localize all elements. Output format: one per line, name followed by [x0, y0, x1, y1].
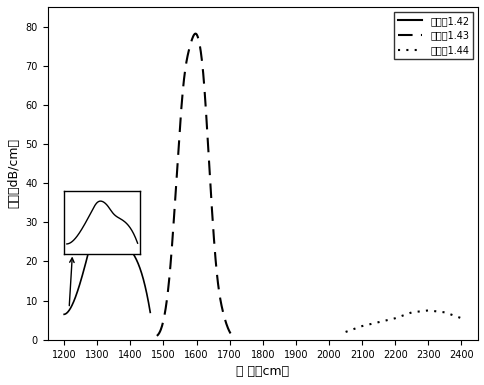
Y-axis label: 损耗（dB/cm）: 损耗（dB/cm）: [7, 138, 20, 208]
Legend: 折射率1.42, 折射率1.43, 折射率1.44: 折射率1.42, 折射率1.43, 折射率1.44: [393, 12, 472, 59]
X-axis label: 波 长（cm）: 波 长（cm）: [236, 365, 289, 378]
